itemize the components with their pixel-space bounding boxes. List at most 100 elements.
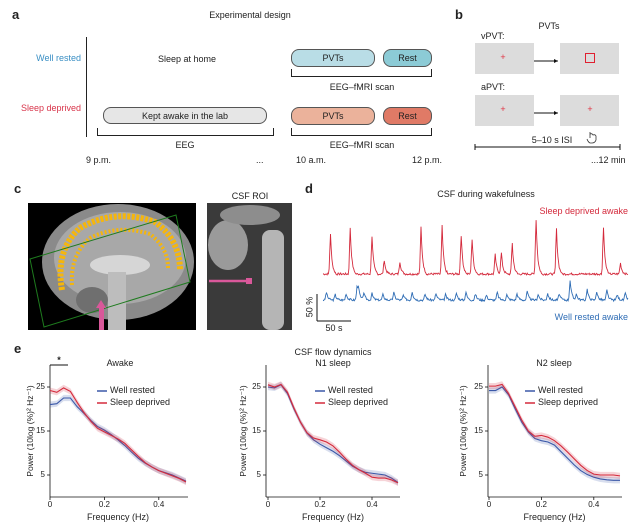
sd-rest-block: Rest — [383, 107, 432, 125]
csf-arrow-head — [96, 300, 106, 308]
time-12pm: 12 p.m. — [412, 155, 443, 165]
chart-title: N1 sleep — [315, 358, 351, 368]
corpus-callosum — [90, 255, 150, 275]
vpvt-fixation-screen — [475, 43, 534, 74]
chart-title: N2 sleep — [536, 358, 572, 368]
apvt-stimulus-screen — [560, 95, 619, 126]
sd-scan-bracket — [291, 128, 432, 136]
y-tick-label: 25 — [36, 382, 45, 391]
timeline-axis — [86, 37, 87, 137]
apvt-stimulus-cross: + — [587, 104, 593, 114]
x-tick-label: 0.4 — [366, 500, 378, 509]
panel-c-label: c — [14, 181, 22, 196]
y-tick-label: 15 — [252, 426, 261, 435]
wr-awake-trace — [322, 280, 629, 303]
roi-tissue — [220, 205, 280, 225]
roi-marker — [246, 278, 252, 284]
legend-label: Sleep deprived — [328, 397, 389, 407]
group-sleep-deprived: Sleep deprived — [20, 103, 81, 113]
y-tick-label: 5 — [40, 470, 45, 479]
y-axis-label: Power (10log (%)² Hz⁻¹) — [457, 385, 468, 477]
vpvt-label: vPVT: — [481, 31, 505, 41]
x-tick-label: 0 — [265, 500, 271, 509]
isi-label: 5–10 s ISI — [531, 135, 573, 145]
arrow-head-vpvt — [554, 59, 558, 63]
apvt-fixation-cross: + — [500, 104, 506, 114]
red-square-stimulus — [585, 53, 595, 63]
x-axis-label: Frequency (Hz) — [301, 512, 365, 522]
group-well-rested: Well rested — [36, 53, 81, 63]
sd-awake-label: Sleep deprived awake — [539, 206, 628, 216]
series-line-sleep-deprived — [49, 387, 187, 483]
x-tick-label: 0.4 — [588, 500, 600, 509]
x-tick-label: 0.2 — [314, 500, 326, 509]
eeg-bracket — [97, 128, 274, 136]
legend-label: Well rested — [328, 385, 373, 395]
error-band-1 — [268, 381, 398, 486]
x-tick-label: 0 — [47, 500, 53, 509]
y-axis-label: Power (10log (%)² Hz⁻¹) — [237, 385, 248, 477]
time-ellipsis: ... — [256, 155, 264, 165]
sd-awake-trace — [322, 220, 629, 277]
significance-star: * — [57, 355, 61, 365]
roi-brainstem — [262, 230, 284, 330]
legend-label: Sleep deprived — [538, 397, 599, 407]
csf-arrow-shaft — [99, 306, 104, 330]
vpvt-fixation-cross: + — [500, 52, 506, 62]
time-10am: 10 a.m. — [296, 155, 327, 165]
hand-press-icon — [586, 132, 597, 144]
y-tick-label: 25 — [252, 382, 261, 391]
y-tick-label: 25 — [474, 382, 483, 391]
x-tick-label: 0 — [486, 500, 492, 509]
y-tick-label: 5 — [256, 470, 261, 479]
csf-roi-title: CSF ROI — [231, 191, 269, 201]
panel-b-title: PVTs — [538, 21, 560, 31]
wr-pvts-block: PVTs — [291, 49, 375, 67]
series-line-sleep-deprived — [489, 383, 621, 477]
error-band-1 — [50, 384, 186, 486]
wr-rest-block: Rest — [383, 49, 432, 67]
panel-e-label: e — [14, 341, 22, 356]
scale-x-label: 50 s — [325, 323, 343, 333]
arrow-head-apvt — [554, 111, 558, 115]
panel-a-title: Experimental design — [209, 10, 291, 20]
eeg-label: EEG — [175, 140, 195, 150]
scale-y-label: 50 % — [304, 296, 315, 318]
roi-cerebellum — [208, 220, 248, 270]
wr-awake-label: Well rested awake — [554, 312, 628, 322]
x-tick-label: 0.2 — [98, 500, 110, 509]
panel-a-label: a — [12, 7, 20, 22]
gray-matter-outline — [57, 213, 183, 291]
sleep-at-home: Sleep at home — [157, 54, 217, 64]
panel-d-title: CSF during wakefulness — [437, 189, 535, 199]
x-axis-label: Frequency (Hz) — [523, 512, 586, 522]
kept-awake-block: Kept awake in the lab — [103, 107, 267, 124]
sd-pvts-block: PVTs — [291, 107, 375, 125]
y-tick-label: 15 — [474, 426, 483, 435]
wr-scan-bracket — [291, 69, 432, 77]
y-axis-label: Power (10log (%)² Hz⁻¹) — [24, 385, 35, 477]
series-line-sleep-deprived — [267, 383, 399, 484]
legend-label: Sleep deprived — [110, 397, 171, 407]
wr-scan-label: EEG–fMRI scan — [329, 82, 395, 92]
brainstem — [108, 272, 126, 330]
time-9pm: 9 p.m. — [86, 155, 112, 165]
panel-d-label: d — [305, 181, 313, 196]
legend-label: Well rested — [110, 385, 155, 395]
x-axis-label: Frequency (Hz) — [86, 512, 150, 522]
vpvt-stimulus-screen — [560, 43, 619, 74]
y-tick-label: 5 — [478, 470, 483, 479]
chart-title: Awake — [106, 358, 134, 368]
apvt-label: aPVT: — [481, 82, 506, 92]
fmri-acquisition-box — [29, 214, 191, 328]
error-band-1 — [489, 381, 620, 479]
y-tick-label: 15 — [36, 426, 45, 435]
series-line-well-rested — [489, 386, 620, 481]
legend-label: Well rested — [538, 385, 583, 395]
panel-b-label: b — [455, 7, 463, 22]
x-tick-label: 0.2 — [535, 500, 547, 509]
panel-e-title: CSF flow dynamics — [294, 347, 372, 357]
apvt-fixation-screen — [475, 95, 534, 126]
